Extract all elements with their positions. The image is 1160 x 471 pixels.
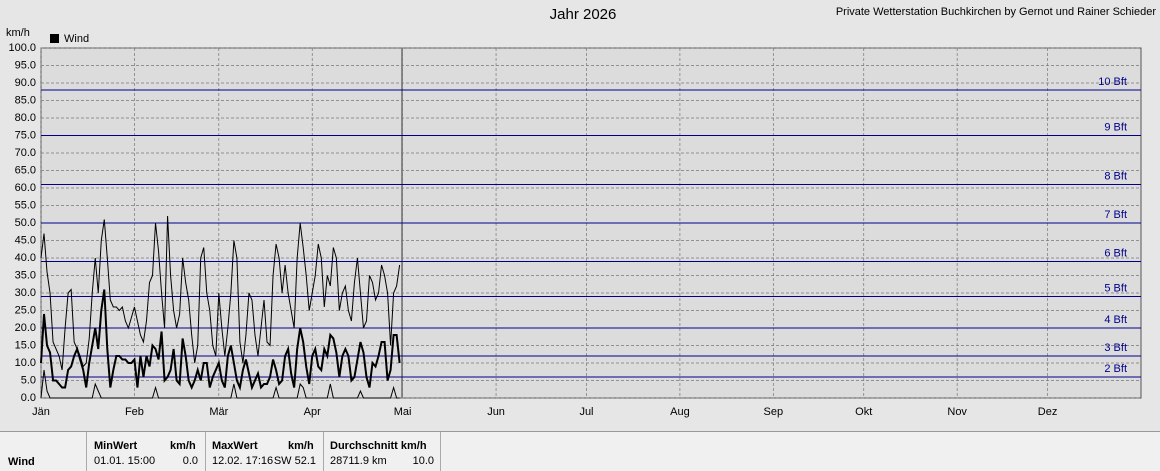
y-tick-label: 70.0 bbox=[15, 147, 36, 159]
y-tick-label: 45.0 bbox=[15, 234, 36, 246]
series-line bbox=[40, 215, 401, 371]
y-tick-label: 55.0 bbox=[15, 199, 36, 211]
y-tick-label: 90.0 bbox=[15, 77, 36, 89]
y-tick-label: 30.0 bbox=[15, 287, 36, 299]
beaufort-label: 2 Bft bbox=[1104, 363, 1127, 375]
value: 0.0 bbox=[182, 455, 198, 467]
time: 01.01. 15:00 bbox=[94, 455, 156, 467]
y-tick-label: 60.0 bbox=[15, 182, 36, 194]
y-tick-label: 80.0 bbox=[15, 112, 36, 124]
separator bbox=[323, 432, 324, 471]
legend-label: Wind bbox=[64, 33, 89, 45]
chart: Jahr 2026 Private Wetterstation Buchkirc… bbox=[6, 6, 1157, 418]
x-tick-label: Jul bbox=[579, 406, 593, 418]
y-tick-label: 50.0 bbox=[15, 217, 36, 229]
chart-title: Jahr 2026 bbox=[550, 6, 617, 23]
beaufort-label: 4 Bft bbox=[1104, 314, 1127, 326]
x-tick-label: Mai bbox=[394, 406, 412, 418]
y-tick-label: 35.0 bbox=[15, 269, 36, 281]
y-tick-label: 10.0 bbox=[15, 357, 36, 369]
beaufort-label: 3 Bft bbox=[1104, 342, 1127, 354]
beaufort-label: 9 Bft bbox=[1104, 121, 1127, 133]
y-tick-label: 0.0 bbox=[21, 392, 36, 404]
stats-table: Wind MinWert km/h 01.01. 15:00 0.0 MaxWe… bbox=[0, 431, 1160, 471]
x-tick-label: Mär bbox=[209, 406, 228, 418]
time: 12.02. 17:16 bbox=[212, 455, 274, 467]
y-tick-label: 100.0 bbox=[8, 42, 36, 54]
y-tick-label: 95.0 bbox=[15, 59, 36, 71]
y-tick-label: 40.0 bbox=[15, 252, 36, 264]
y-tick-label: 75.0 bbox=[15, 129, 36, 141]
y-tick-label: 5.0 bbox=[21, 374, 36, 386]
series-line bbox=[40, 369, 400, 399]
y-tick-label: 20.0 bbox=[15, 322, 36, 334]
distance: 28711.9 km bbox=[330, 455, 387, 467]
beaufort-label: 6 Bft bbox=[1104, 247, 1127, 259]
x-tick-label: Okt bbox=[855, 406, 872, 418]
chart-subtitle: Private Wetterstation Buchkirchen by Ger… bbox=[836, 6, 1157, 18]
y-tick-label: 25.0 bbox=[15, 304, 36, 316]
x-tick-label: Aug bbox=[670, 406, 690, 418]
separator bbox=[440, 432, 441, 471]
series-line bbox=[40, 289, 401, 391]
y-tick-label: 65.0 bbox=[15, 164, 36, 176]
x-tick-label: Nov bbox=[947, 406, 967, 418]
beaufort-label: 8 Bft bbox=[1104, 170, 1127, 182]
row-label: Wind bbox=[8, 456, 35, 468]
beaufort-label: 10 Bft bbox=[1098, 76, 1127, 88]
y-axis-label: km/h bbox=[6, 27, 30, 39]
value: 10.0 bbox=[412, 455, 434, 467]
legend-swatch bbox=[50, 34, 59, 43]
beaufort-label: 5 Bft bbox=[1104, 282, 1127, 294]
y-tick-label: 85.0 bbox=[15, 94, 36, 106]
y-tick-label: 15.0 bbox=[15, 339, 36, 351]
x-tick-label: Dez bbox=[1038, 406, 1058, 418]
x-tick-label: Feb bbox=[125, 406, 144, 418]
unit: km/h bbox=[288, 440, 314, 452]
x-tick-label: Jun bbox=[487, 406, 505, 418]
header: Durchschnitt km/h bbox=[330, 440, 427, 452]
value: SW 52.1 bbox=[273, 455, 316, 467]
x-tick-label: Sep bbox=[764, 406, 784, 418]
beaufort-label: 7 Bft bbox=[1104, 209, 1127, 221]
unit: km/h bbox=[170, 440, 196, 452]
separator bbox=[86, 432, 87, 471]
x-tick-label: Apr bbox=[304, 406, 321, 418]
header: MinWert bbox=[94, 440, 138, 452]
header: MaxWert bbox=[212, 440, 258, 452]
separator bbox=[205, 432, 206, 471]
x-tick-label: Jän bbox=[32, 406, 50, 418]
